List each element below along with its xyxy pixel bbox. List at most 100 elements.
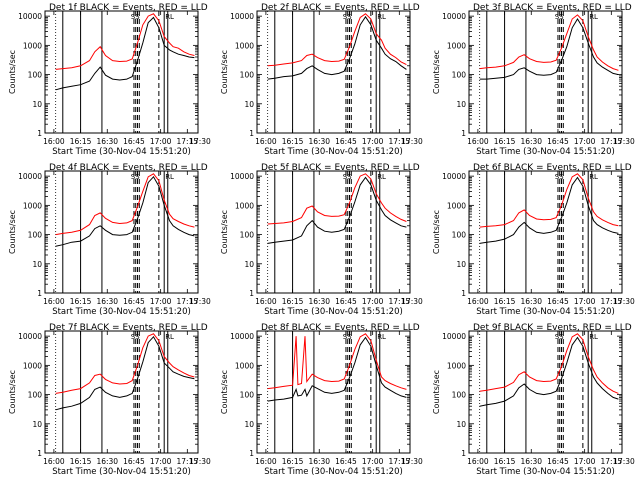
plot-frame	[256, 10, 411, 134]
panel-det-3f: Det 3f BLACK = Events, RED = LLD Counts/s…	[432, 3, 635, 157]
panel-det-2f: Det 2f BLACK = Events, RED = LLD Counts/s…	[220, 3, 423, 157]
events-series-line	[55, 335, 195, 411]
events-series-line	[267, 336, 407, 402]
events-series-line	[479, 18, 619, 80]
y-tick-label: 1	[37, 129, 42, 138]
x-tick-label: 16:30	[308, 137, 330, 146]
plot-frame	[44, 330, 199, 454]
x-tick-label: 17:00	[574, 137, 596, 146]
y-axis-label: Counts/sec	[220, 370, 229, 414]
x-tick-label: 17:30	[189, 457, 211, 466]
ss-label: SS	[343, 333, 352, 341]
x-tick-label: 16:00	[255, 457, 277, 466]
lld-series-line	[55, 173, 195, 236]
x-tick-label: 17:00	[362, 297, 384, 306]
panel-det-5f: Det 5f BLACK = Events, RED = LLD Counts/s…	[220, 163, 423, 317]
x-tick-label: 17:00	[150, 457, 172, 466]
x-tick-label: 16:15	[282, 137, 304, 146]
y-axis-label: Counts/sec	[220, 50, 229, 94]
y-tick-label: 1000	[447, 41, 466, 50]
x-tick-label: 17:30	[613, 137, 635, 146]
y-tick-label: 10	[456, 100, 466, 109]
ss-label: SS	[555, 173, 564, 181]
panel-title: Det 7f BLACK = Events, RED = LLD	[49, 323, 208, 333]
x-axis-label: Start Time (30-Nov-04 15:51:20)	[264, 147, 403, 157]
x-tick-label: 17:30	[189, 297, 211, 306]
x-axis-label: Start Time (30-Nov-04 15:51:20)	[264, 307, 403, 317]
panel-title: Det 9f BLACK = Events, RED = LLD	[473, 323, 632, 333]
y-tick-label: 1	[461, 449, 466, 458]
x-tick-label: 16:30	[96, 457, 118, 466]
panel-det-1f: Det 1f BLACK = Events, RED = LLD Counts/s…	[8, 3, 211, 157]
ss-label: SS	[343, 173, 352, 181]
x-tick-label: 16:15	[70, 137, 92, 146]
plot-frame	[44, 170, 199, 294]
x-tick-label: 16:30	[96, 137, 118, 146]
y-tick-label: 1	[249, 449, 254, 458]
x-tick-label: 17:15	[177, 137, 199, 146]
y-tick-label: 100	[28, 71, 43, 80]
x-tick-label: 17:00	[362, 137, 384, 146]
panel-det-6f: Det 6f BLACK = Events, RED = LLD Counts/s…	[432, 163, 635, 317]
events-series-line	[479, 336, 619, 407]
plot-frame	[256, 170, 411, 294]
y-tick-label: 1000	[447, 361, 466, 370]
x-tick-label: 16:15	[70, 457, 92, 466]
lld-series-line	[267, 333, 407, 390]
x-tick-label: 17:15	[389, 297, 411, 306]
x-tick-label: 16:00	[43, 457, 65, 466]
y-tick-label: 1	[461, 289, 466, 298]
rl-label: RL	[377, 13, 386, 21]
y-tick-label: 100	[452, 71, 467, 80]
y-tick-label: 10000	[230, 12, 254, 21]
x-tick-label: 16:30	[520, 137, 542, 146]
ss-label: SS	[131, 333, 140, 341]
rl-label: RL	[165, 173, 174, 181]
x-tick-label: 17:15	[177, 297, 199, 306]
x-tick-label: 16:30	[308, 297, 330, 306]
y-tick-label: 100	[28, 231, 43, 240]
events-series-line	[479, 176, 619, 244]
events-series-line	[55, 16, 195, 91]
x-tick-label: 16:45	[547, 297, 569, 306]
panel-title: Det 8f BLACK = Events, RED = LLD	[261, 323, 420, 333]
lld-series-line	[479, 333, 619, 394]
x-tick-label: 17:00	[150, 297, 172, 306]
y-tick-label: 10000	[442, 12, 466, 21]
x-tick-label: 16:45	[123, 457, 145, 466]
x-tick-label: 16:45	[123, 137, 145, 146]
x-tick-label: 16:15	[282, 457, 304, 466]
x-tick-label: 16:15	[494, 137, 516, 146]
x-tick-label: 16:00	[43, 137, 65, 146]
ss-label: SS	[555, 333, 564, 341]
x-tick-label: 17:00	[150, 137, 172, 146]
y-tick-label: 1	[461, 129, 466, 138]
x-tick-label: 16:45	[547, 457, 569, 466]
lld-series-line	[267, 13, 407, 67]
y-tick-label: 1000	[447, 201, 466, 210]
panel-title: Det 5f BLACK = Events, RED = LLD	[261, 163, 420, 173]
x-tick-label: 17:15	[389, 457, 411, 466]
y-tick-label: 10000	[18, 332, 42, 341]
x-tick-label: 16:00	[467, 297, 489, 306]
y-tick-label: 100	[452, 391, 467, 400]
x-axis-label: Start Time (30-Nov-04 15:51:20)	[264, 467, 403, 477]
lld-series-line	[479, 14, 619, 71]
x-tick-label: 17:00	[362, 457, 384, 466]
y-tick-label: 10	[456, 420, 466, 429]
x-axis-label: Start Time (30-Nov-04 15:51:20)	[52, 467, 191, 477]
panel-title: Det 3f BLACK = Events, RED = LLD	[473, 3, 632, 13]
rl-label: RL	[377, 173, 386, 181]
x-tick-label: 16:00	[43, 297, 65, 306]
y-tick-label: 10000	[18, 12, 42, 21]
x-tick-label: 16:15	[70, 297, 92, 306]
y-tick-label: 100	[240, 231, 255, 240]
panel-det-4f: Det 4f BLACK = Events, RED = LLD Counts/s…	[8, 163, 211, 317]
plot-frame	[44, 10, 199, 134]
x-tick-label: 16:15	[494, 457, 516, 466]
y-tick-label: 1000	[235, 201, 254, 210]
y-axis-label: Counts/sec	[220, 210, 229, 254]
panel-title: Det 4f BLACK = Events, RED = LLD	[49, 163, 208, 173]
x-tick-label: 17:15	[601, 457, 623, 466]
